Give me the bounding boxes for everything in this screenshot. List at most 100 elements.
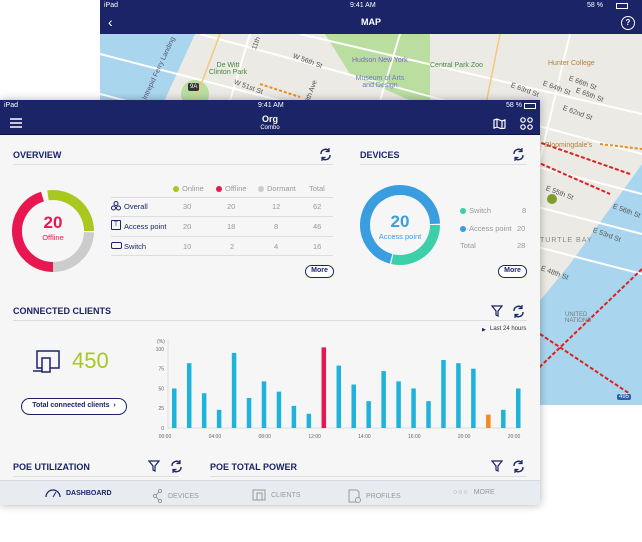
help-icon[interactable]: ? (621, 16, 635, 30)
clients-bar-chart: (%) 0 25 50 75 100 00:00 04:00 08:00 12:00 14:00 16… (156, 339, 521, 440)
bar (411, 388, 416, 428)
cell-total: 62 (313, 202, 322, 211)
dormant-dot (258, 186, 264, 192)
time-range[interactable]: Last 24 hours (490, 326, 527, 332)
donut-segment-offline (12, 191, 54, 272)
map-nav-bar: ‹ MAP ? (100, 12, 642, 34)
topology-icon[interactable] (520, 117, 533, 130)
cell-offline: 20 (227, 202, 236, 211)
menu-icon[interactable] (10, 118, 22, 128)
battery-level: 58 % (506, 102, 522, 109)
app-nav-bar: Org Combo (0, 112, 540, 135)
filter-icon[interactable] (491, 305, 503, 317)
filter-icon[interactable] (148, 460, 160, 472)
cell-online: 20 (183, 222, 192, 231)
map-label[interactable]: Museum of Arts and Design (355, 75, 405, 89)
refresh-icon[interactable] (319, 148, 332, 161)
map-label[interactable]: Central Park Zoo (430, 62, 483, 69)
map-label[interactable]: De Witt Clinton Park (208, 62, 248, 76)
more-dots-icon: ○○○ (453, 489, 469, 496)
map-label[interactable]: Hudson New York (352, 57, 408, 64)
y-tick-label: 50 (158, 386, 164, 392)
map-title: MAP (361, 17, 381, 27)
map-icon[interactable] (493, 118, 506, 129)
y-tick-label: 0 (161, 426, 164, 432)
tab-bar: DASHBOARD DEVICES CLIENTS PROFILES ○○○ MO… (0, 480, 540, 505)
donut-segment-access-point (360, 185, 440, 264)
cell-total: 16 (313, 242, 322, 251)
bar (201, 393, 207, 428)
x-tick-label: 20:00 (458, 434, 471, 440)
org-title[interactable]: Org (261, 114, 278, 124)
cell-offline: 2 (230, 242, 235, 251)
x-tick-label: 20:00 (508, 434, 521, 440)
map-label[interactable]: Hunter College (548, 60, 595, 67)
bar (306, 413, 312, 428)
x-tick-label: 12:00 (308, 434, 321, 440)
bar (366, 401, 371, 428)
bar (276, 391, 282, 428)
bar (471, 368, 476, 428)
play-icon: ▶ (482, 327, 486, 333)
switch-icon (111, 242, 122, 249)
x-tick-label: 16:00 (408, 434, 421, 440)
donut-segment-online (47, 190, 94, 232)
x-tick-label: 00:00 (159, 434, 172, 440)
donut-segment-dormant (52, 231, 94, 272)
clock: 9:41 AM (258, 102, 284, 109)
bar (246, 397, 252, 428)
tab-clients[interactable]: CLIENTS (252, 489, 301, 501)
share-icon (153, 489, 163, 503)
device-name: iPad (104, 2, 119, 9)
devices-more-button[interactable]: More (498, 265, 527, 278)
refresh-icon[interactable] (170, 460, 183, 473)
x-tick-label: 14:00 (358, 434, 371, 440)
bar (426, 401, 431, 428)
map-label[interactable]: UNITED NATIONS (565, 312, 592, 324)
total-connected-clients-button[interactable]: Total connected clients › (21, 398, 127, 415)
refresh-icon[interactable] (512, 305, 525, 318)
bar (216, 409, 222, 428)
online-dot (173, 186, 179, 192)
donut-label: Access point (378, 232, 422, 241)
tab-devices[interactable]: DEVICES (153, 489, 199, 503)
donut-value: 20 (43, 213, 63, 232)
column-total: Total (309, 184, 325, 193)
clients-count: 450 (72, 348, 109, 373)
filter-icon[interactable] (491, 460, 503, 472)
clients-icon (252, 489, 266, 501)
gauge-icon (45, 489, 61, 498)
tab-dashboard[interactable]: DASHBOARD (45, 489, 112, 498)
status-bar: iPad 9:41 AM 58 % (100, 0, 642, 12)
y-tick-label: 75 (158, 367, 164, 373)
network-icon (111, 201, 121, 211)
access-point-dot (460, 226, 466, 232)
refresh-icon[interactable] (512, 148, 525, 161)
x-tick-label: 08:00 (258, 434, 271, 440)
devices-icon (33, 350, 61, 374)
cell-online: 10 (183, 242, 192, 251)
refresh-icon[interactable] (512, 460, 525, 473)
total-count: 28 (517, 241, 526, 250)
bar (261, 381, 267, 428)
row-label: Overall (124, 202, 148, 211)
tab-more[interactable]: ○○○ MORE (453, 489, 495, 496)
map-label[interactable]: Bloomingdale's (545, 142, 593, 149)
bar (516, 388, 521, 428)
poe-total-power-title: POE TOTAL POWER (210, 462, 298, 472)
legend-offline: Offline (216, 184, 247, 193)
tab-profiles[interactable]: PROFILES (348, 489, 401, 503)
bar (172, 388, 177, 428)
y-axis-unit: (%) (157, 339, 165, 345)
devices-title: DEVICES (360, 150, 400, 160)
bar (441, 360, 446, 428)
donut-value: 20 (390, 212, 410, 231)
back-icon[interactable]: ‹ (108, 14, 113, 30)
switch-count: 8 (522, 206, 527, 215)
cell-online: 30 (183, 202, 192, 211)
overview-more-button[interactable]: More (305, 265, 334, 278)
access-point-icon: T (111, 220, 121, 230)
battery-icon (524, 103, 536, 109)
status-bar: iPad 9:41 AM 58 % (0, 100, 540, 112)
legend-online: Online (173, 184, 204, 193)
